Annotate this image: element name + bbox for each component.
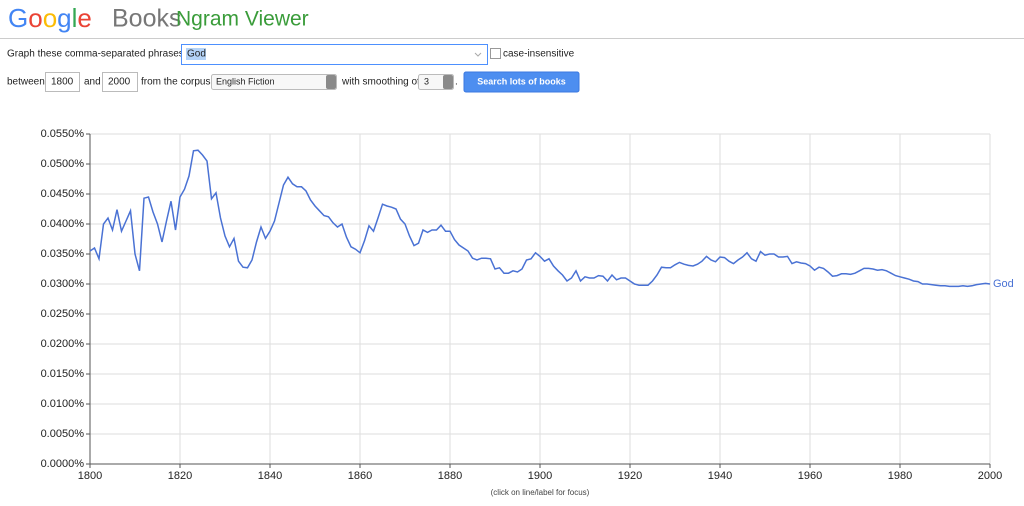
search-label: Search lots of books <box>477 76 566 86</box>
logo-letter: G <box>8 3 28 33</box>
y-tick-label: 0.0100% <box>41 398 85 410</box>
select-stepper <box>443 75 453 89</box>
y-tick-label: 0.0050% <box>41 428 85 440</box>
logo-letter: g <box>57 3 71 33</box>
x-tick-label: 1940 <box>708 470 732 482</box>
logo-letter: l <box>72 3 78 33</box>
x-tick-label: 2000 <box>978 470 1002 482</box>
y-tick-label: 0.0000% <box>41 458 85 470</box>
year-start-input[interactable] <box>45 72 80 92</box>
y-tick-label: 0.0300% <box>41 278 85 290</box>
app-title: Ngram Viewer <box>176 8 309 31</box>
logo: Google <box>8 3 92 33</box>
phrases-label: Graph these comma-separated phrases: <box>7 49 187 60</box>
x-tick-label: 1820 <box>168 470 192 482</box>
period: . <box>455 77 458 88</box>
x-tick-label: 1880 <box>438 470 462 482</box>
select-stepper <box>326 75 336 89</box>
x-tick-label: 1900 <box>528 470 552 482</box>
x-tick-label: 1980 <box>888 470 912 482</box>
y-tick-label: 0.0450% <box>41 188 85 200</box>
x-tick-label: 1960 <box>798 470 822 482</box>
logo-letter: e <box>77 3 91 33</box>
x-tick-label: 1840 <box>258 470 282 482</box>
phrases-input[interactable] <box>181 44 488 65</box>
phrases-value: God <box>187 49 206 60</box>
logo-letter: o <box>28 3 42 33</box>
checkbox[interactable] <box>490 48 501 59</box>
dropdown-arrow <box>474 52 482 57</box>
y-tick-label: 0.0350% <box>41 248 85 260</box>
corpus: English Fiction <box>216 76 275 86</box>
y-tick-label: 0.0400% <box>41 218 85 230</box>
corpus-select[interactable] <box>211 74 337 90</box>
x-tick-label: 1800 <box>78 470 102 482</box>
y-tick-label: 0.0150% <box>41 368 85 380</box>
smoothing-label: with smoothing of <box>341 77 420 88</box>
year-start: 1800 <box>51 77 74 88</box>
search-button[interactable] <box>463 71 580 93</box>
series-line <box>89 149 991 288</box>
y-tick-label: 0.0250% <box>41 308 85 320</box>
year-end-input[interactable] <box>102 72 138 92</box>
y-tick-label: 0.0200% <box>41 338 85 350</box>
text-selection <box>186 48 206 60</box>
footer-note: (click on line/label for focus) <box>491 488 590 497</box>
series-label: God <box>993 278 1014 290</box>
case-label: case-insensitive <box>503 49 575 60</box>
and-label: and <box>84 77 101 88</box>
y-tick-label: 0.0550% <box>41 128 85 140</box>
x-tick-label: 1860 <box>348 470 372 482</box>
logo-letter: o <box>43 3 57 33</box>
between-label: between <box>7 77 45 88</box>
y-tick-label: 0.0500% <box>41 158 85 170</box>
smoothing: 3 <box>424 76 429 86</box>
x-tick-label: 1920 <box>618 470 642 482</box>
chart: 0.0000% 0.0050% 0.0100% 0.0150% 0.0200% 0.025… <box>41 128 1014 482</box>
corpus-label: from the corpus <box>141 77 210 88</box>
year-end: 2000 <box>108 77 131 88</box>
logo-books: Books <box>112 5 181 33</box>
